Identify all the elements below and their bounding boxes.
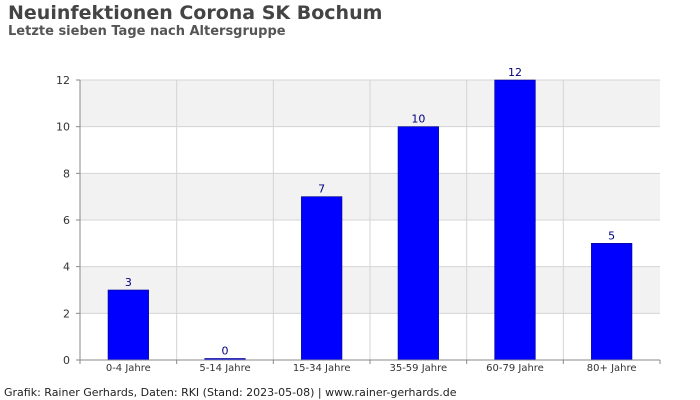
x-tick-label-6: 80+ Jahre [587, 363, 637, 374]
vertical-gridlines [176, 80, 564, 360]
y-tick-label: 4 [63, 261, 70, 274]
y-tick-label: 10 [56, 121, 70, 134]
axes [76, 79, 661, 364]
y-tick-label: 6 [63, 214, 70, 227]
y-tick-labels: 0 2 4 6 8 10 12 [56, 74, 70, 367]
x-tick-label-2: 5-14 Jahre [199, 363, 250, 374]
bar-5 [494, 79, 536, 361]
data-label-5: 12 [508, 66, 522, 79]
chart-title: Neuinfektionen Corona SK Bochum [8, 2, 383, 24]
data-label-1: 3 [125, 276, 132, 289]
y-tick-label: 12 [56, 74, 70, 87]
x-tick-label-1: 0-4 Jahre [106, 363, 151, 374]
data-label-6: 5 [608, 229, 615, 242]
y-tick-label: 8 [63, 167, 70, 180]
bar-1 [107, 289, 149, 361]
data-labels: 3 0 7 10 12 5 [125, 66, 615, 358]
x-tick-label-3: 15-34 Jahre [293, 363, 351, 374]
x-tick-label-5: 60-79 Jahre [486, 363, 544, 374]
bar-4 [397, 126, 439, 361]
data-label-3: 7 [318, 183, 325, 196]
data-label-4: 10 [411, 113, 425, 126]
x-tick-label-4: 35-59 Jahre [389, 363, 447, 374]
chart-subtitle: Letzte sieben Tage nach Altersgruppe [8, 24, 286, 39]
source-footer: Grafik: Rainer Gerhards, Daten: RKI (Sta… [4, 386, 457, 399]
data-label-2: 0 [222, 345, 229, 358]
y-tick-label: 2 [63, 307, 70, 320]
bars [107, 79, 633, 361]
bar-6 [591, 243, 633, 361]
bar-3 [301, 196, 343, 361]
x-tick-labels: 0-4 Jahre 5-14 Jahre 15-34 Jahre 35-59 Jahr… [106, 363, 637, 374]
y-tick-label: 0 [63, 354, 70, 367]
